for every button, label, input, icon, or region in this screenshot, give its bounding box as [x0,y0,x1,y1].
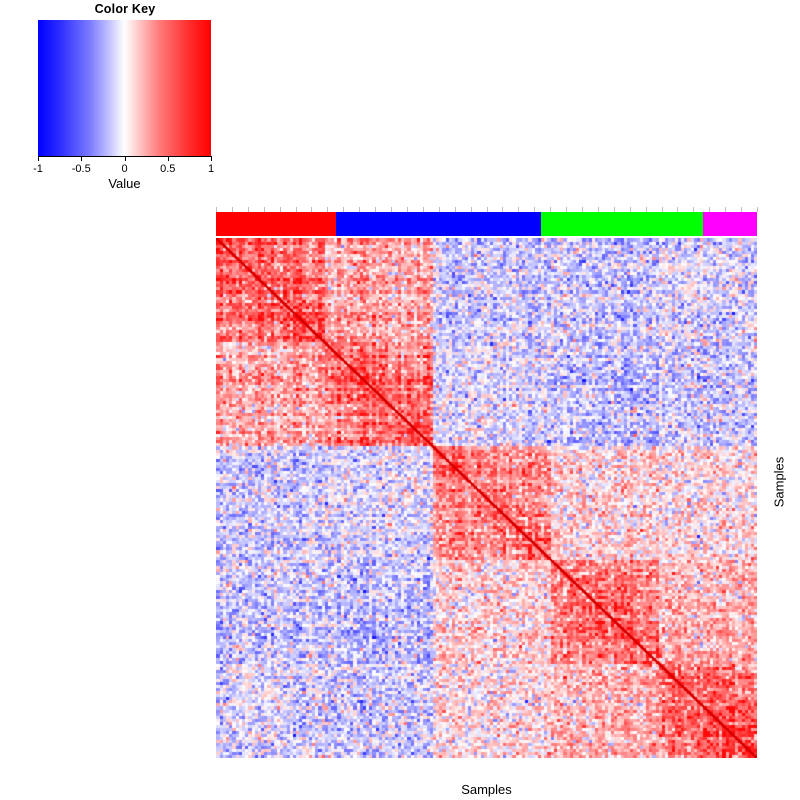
column-tick [375,207,377,212]
column-tick [613,207,615,212]
column-tick [709,207,711,212]
column-tick [247,207,249,212]
column-tick [757,207,758,212]
column-tick [486,207,488,212]
col-side-color-group-4 [702,212,757,236]
color-key-tick [38,156,39,161]
column-tick [327,207,329,212]
column-tick [629,207,631,212]
color-key-tick [211,156,212,161]
column-tick-marks [216,206,758,212]
column-tick [359,207,361,212]
column-tick [566,207,568,212]
color-key-tick-label-0: -1 [33,163,43,175]
column-tick [231,207,233,212]
column-tick [295,207,297,212]
color-key-title: Color Key [94,2,156,16]
color-key-legend: Color Key -1 -0.5 0 0.5 1 Value [0,0,240,200]
column-tick [391,207,393,212]
column-tick [677,207,679,212]
color-key-tick-label-1: -0.5 [71,163,91,175]
y-axis-label: Samples [771,456,786,508]
heatmap-panel [216,206,758,758]
column-tick [581,207,583,212]
color-key-tick-label-2: 0 [121,163,128,175]
x-axis-label: Samples [461,782,512,797]
y-axis-label-wrap: Samples [757,206,800,758]
heatmap-canvas [216,238,757,758]
column-tick [422,207,424,212]
column-tick [741,207,743,212]
column-tick [406,207,408,212]
color-key-gradient [38,20,211,156]
column-tick [343,207,345,212]
color-key-tick [81,156,83,161]
column-tick [438,207,440,212]
color-key-value-label: Value [108,176,141,191]
column-tick [645,207,647,212]
column-tick [216,207,217,212]
column-tick [725,207,727,212]
column-tick [693,207,695,212]
column-tick [279,207,281,212]
color-key-tick-label-4: 1 [207,163,215,175]
color-key-tick [167,156,169,161]
correlation-matrix [216,238,757,758]
column-tick [311,207,313,212]
column-side-color-bar [216,212,757,236]
column-tick [518,207,520,212]
column-tick [263,207,265,212]
color-key-tick [124,156,126,161]
column-tick [597,207,599,212]
column-tick [502,207,504,212]
column-tick [470,207,472,212]
column-tick [661,207,663,212]
column-tick [454,207,456,212]
column-tick [550,207,552,212]
color-key-tick-label-3: 0.5 [160,163,176,175]
col-side-color-group-1 [216,212,337,236]
col-side-color-group-3 [541,212,703,236]
col-side-color-group-2 [336,212,542,236]
column-tick [534,207,536,212]
